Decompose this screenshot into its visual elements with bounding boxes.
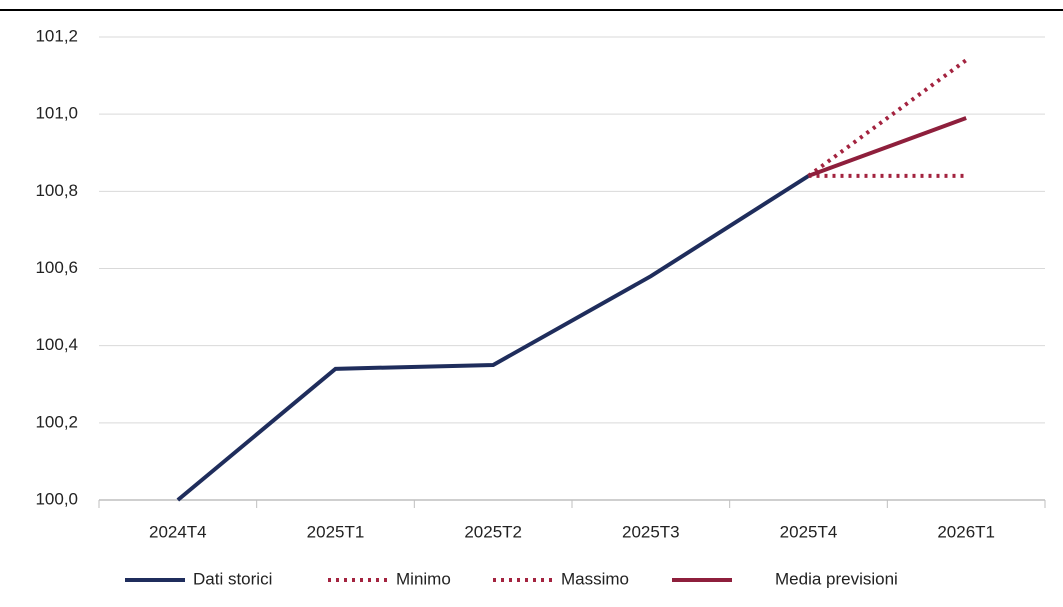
y-tick-label: 100,0 bbox=[35, 489, 78, 508]
legend-label: Minimo bbox=[396, 569, 451, 588]
x-tick-label: 2026T1 bbox=[937, 522, 995, 541]
y-tick-label: 100,2 bbox=[35, 412, 78, 431]
legend-label: Media previsioni bbox=[775, 569, 898, 588]
y-tick-label: 101,2 bbox=[35, 26, 78, 45]
y-tick-label: 100,8 bbox=[35, 181, 78, 200]
x-tick-label: 2024T4 bbox=[149, 522, 207, 541]
legend-label: Massimo bbox=[561, 569, 629, 588]
y-tick-label: 100,4 bbox=[35, 335, 78, 354]
y-tick-label: 101,0 bbox=[35, 104, 78, 123]
series-line bbox=[807, 58, 968, 178]
x-tick-label: 2025T3 bbox=[622, 522, 680, 541]
series-line bbox=[176, 174, 810, 502]
series-line bbox=[807, 116, 967, 178]
legend-label: Dati storici bbox=[193, 569, 272, 588]
x-tick-label: 2025T4 bbox=[780, 522, 838, 541]
y-tick-label: 100,6 bbox=[35, 258, 78, 277]
x-tick-label: 2025T1 bbox=[307, 522, 365, 541]
x-tick-label: 2025T2 bbox=[464, 522, 522, 541]
